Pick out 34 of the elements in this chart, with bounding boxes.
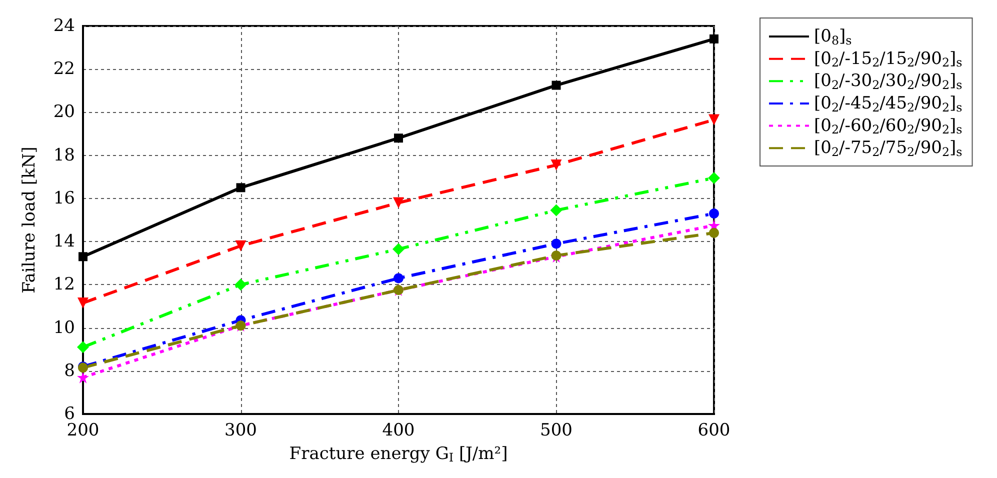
point	[392, 243, 404, 256]
point	[551, 238, 562, 249]
point	[236, 183, 246, 192]
y-tick-label: 16	[53, 188, 75, 208]
point	[708, 172, 720, 184]
y-tick-label: 12	[53, 274, 75, 295]
point	[393, 197, 404, 208]
point	[710, 34, 718, 44]
point	[77, 371, 89, 384]
point	[394, 273, 404, 284]
y-tick-label: 14	[53, 232, 75, 252]
point	[78, 252, 88, 262]
y-tick-label: 24	[53, 16, 75, 36]
point	[709, 228, 719, 238]
point	[78, 297, 88, 308]
point	[235, 240, 246, 252]
x-tick-label: 600	[698, 420, 730, 440]
point	[708, 114, 720, 126]
x-tick-label: 300	[224, 420, 257, 440]
point	[77, 341, 89, 354]
y-axis-title: Failure load [kN]	[20, 146, 40, 294]
y-tick-label: 22	[53, 59, 75, 80]
point	[550, 160, 562, 171]
x-tick-label: 500	[540, 420, 572, 440]
x-tick-label: 400	[382, 420, 415, 440]
point	[234, 278, 247, 291]
point	[550, 204, 562, 216]
y-tick-label: 20	[53, 102, 75, 122]
point	[394, 134, 403, 143]
point	[552, 80, 561, 90]
y-tick-label: 8	[64, 360, 75, 381]
point	[709, 208, 719, 219]
y-tick-label: 10	[53, 318, 75, 338]
y-tick-label: 18	[53, 145, 75, 166]
